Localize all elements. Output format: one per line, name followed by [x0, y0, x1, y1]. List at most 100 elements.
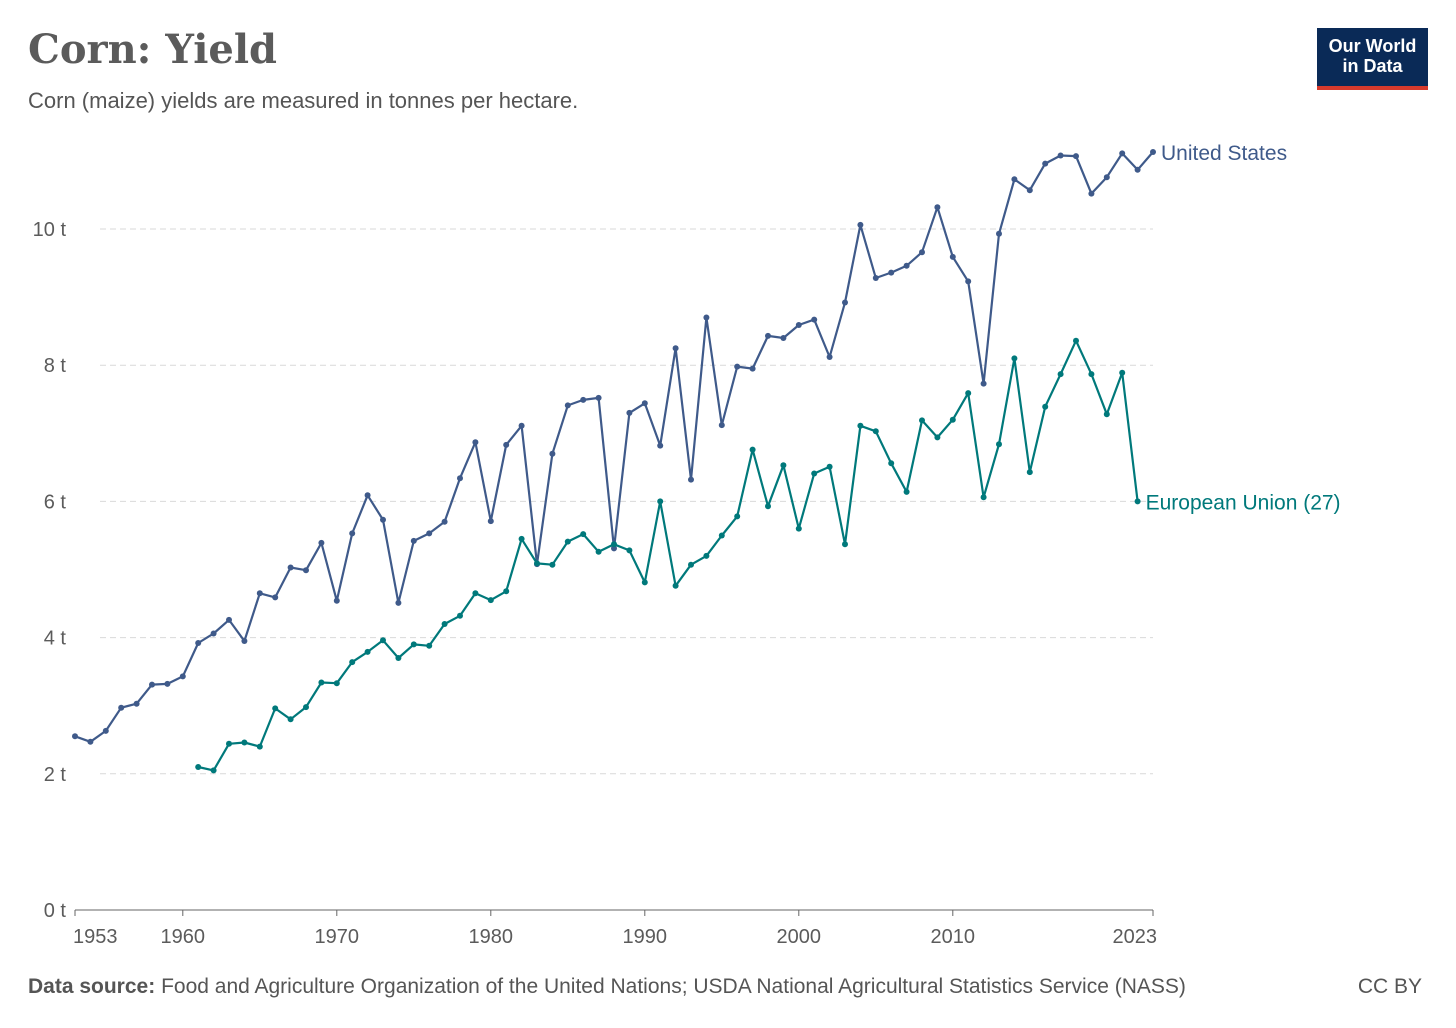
- data-point-united-states-1975: [410, 537, 417, 544]
- data-point-european-union-27-1974: [395, 655, 402, 661]
- data-point-united-states-1968: [303, 567, 309, 574]
- data-point-european-union-27-2007: [903, 488, 910, 495]
- data-point-united-states-1958: [149, 681, 155, 688]
- data-point-european-union-27-2018: [1073, 337, 1079, 344]
- data-point-european-union-27-2010: [949, 416, 956, 423]
- data-point-united-states-2012: [980, 380, 987, 387]
- data-point-united-states-1978: [457, 475, 463, 482]
- data-point-european-union-27-2011: [965, 390, 972, 397]
- data-point-united-states-1974: [395, 599, 402, 606]
- data-point-united-states-2001: [811, 316, 818, 323]
- data-source-footer: Data source: Food and Agriculture Organi…: [28, 975, 1186, 999]
- data-point-united-states-2006: [888, 269, 895, 276]
- license-link[interactable]: CC BY: [1357, 975, 1422, 998]
- data-point-european-union-27-1975: [410, 641, 417, 648]
- data-point-united-states-1964: [241, 638, 248, 644]
- x-tick-label-1970: 1970: [315, 926, 360, 948]
- owid-logo[interactable]: Our World in Data: [1317, 28, 1428, 90]
- data-point-united-states-2015: [1026, 187, 1033, 194]
- data-point-united-states-1990: [641, 400, 648, 407]
- data-point-european-union-27-1997: [749, 446, 756, 453]
- data-point-united-states-1999: [780, 335, 787, 341]
- data-point-united-states-2016: [1042, 160, 1049, 167]
- data-point-european-union-27-2022: [1134, 498, 1141, 505]
- data-point-united-states-1988: [611, 545, 617, 552]
- data-point-european-union-27-1996: [734, 513, 741, 520]
- data-point-united-states-2009: [934, 204, 941, 211]
- data-point-united-states-1992: [672, 345, 679, 352]
- data-point-united-states-2023: [1150, 149, 1156, 155]
- data-point-united-states-1996: [734, 363, 741, 370]
- data-point-european-union-27-1965: [256, 743, 263, 750]
- logo-line-1: Our World: [1328, 36, 1417, 56]
- data-point-united-states-1960: [179, 673, 186, 680]
- data-point-european-union-27-1968: [303, 704, 309, 711]
- data-point-european-union-27-1961: [195, 764, 202, 770]
- data-point-european-union-27-1999: [780, 462, 787, 469]
- data-point-united-states-2000: [795, 322, 802, 328]
- data-point-european-union-27-1989: [626, 547, 633, 554]
- data-point-european-union-27-2005: [872, 428, 879, 435]
- data-source-label: Data source:: [28, 975, 156, 998]
- data-point-united-states-2004: [857, 221, 864, 228]
- data-point-european-union-27-1991: [657, 498, 664, 505]
- data-point-european-union-27-1967: [287, 716, 294, 723]
- data-point-united-states-2022: [1134, 166, 1141, 173]
- x-tick-label-2010: 2010: [931, 926, 976, 948]
- data-point-united-states-1977: [441, 518, 448, 525]
- data-point-united-states-1993: [688, 476, 694, 483]
- data-point-united-states-1955: [102, 727, 109, 734]
- logo-accent-bar: [1317, 86, 1428, 90]
- data-point-european-union-27-2003: [842, 541, 848, 548]
- data-point-united-states-1989: [626, 409, 633, 416]
- series-label-united-states: United States: [1161, 142, 1287, 165]
- data-point-european-union-27-1990: [641, 579, 648, 586]
- data-point-european-union-27-2015: [1026, 469, 1033, 476]
- data-point-european-union-27-1992: [672, 582, 679, 589]
- data-point-united-states-1962: [210, 630, 217, 637]
- data-point-united-states-2013: [996, 230, 1002, 237]
- logo-line-2: in Data: [1342, 56, 1403, 76]
- data-point-united-states-2020: [1103, 174, 1110, 181]
- data-point-united-states-1991: [657, 442, 664, 449]
- data-point-united-states-1995: [718, 422, 725, 429]
- data-point-european-union-27-2000: [795, 525, 802, 532]
- data-point-european-union-27-1969: [318, 679, 325, 686]
- data-point-united-states-1971: [349, 530, 356, 537]
- data-point-european-union-27-2002: [826, 463, 833, 470]
- data-point-european-union-27-1979: [472, 590, 479, 597]
- x-tick-label-2000: 2000: [777, 926, 822, 948]
- x-tick-label-2023: 2023: [1113, 926, 1158, 948]
- data-point-united-states-2014: [1011, 176, 1018, 183]
- data-point-european-union-27-2014: [1011, 355, 1018, 362]
- y-tick-label-0: 0 t: [44, 900, 67, 922]
- data-point-united-states-2017: [1057, 152, 1064, 159]
- data-point-united-states-2011: [965, 278, 972, 285]
- data-point-united-states-1953: [72, 733, 78, 740]
- data-point-united-states-1981: [503, 441, 510, 448]
- y-tick-label-8: 8 t: [44, 355, 67, 377]
- chart-title: Corn: Yield: [28, 26, 278, 73]
- data-point-european-union-27-1976: [426, 642, 433, 649]
- data-point-european-union-27-1993: [688, 561, 694, 568]
- data-point-european-union-27-2020: [1103, 411, 1110, 418]
- data-point-united-states-2019: [1088, 190, 1095, 197]
- data-point-european-union-27-2012: [980, 494, 987, 501]
- data-point-european-union-27-1982: [518, 535, 525, 542]
- data-point-united-states-1997: [749, 365, 756, 372]
- data-point-united-states-1973: [380, 516, 386, 523]
- data-source-text[interactable]: Food and Agriculture Organization of the…: [161, 975, 1186, 998]
- data-point-european-union-27-1987: [595, 548, 602, 555]
- data-point-european-union-27-1972: [364, 648, 371, 655]
- data-point-european-union-27-1986: [580, 531, 587, 538]
- data-point-united-states-2018: [1073, 153, 1079, 160]
- series-line-united-states: [74, 151, 1154, 743]
- data-point-european-union-27-1983: [534, 560, 540, 567]
- data-point-united-states-1954: [87, 738, 94, 745]
- data-point-united-states-1965: [256, 590, 263, 597]
- data-point-european-union-27-1998: [765, 503, 771, 510]
- chart-subtitle: Corn (maize) yields are measured in tonn…: [28, 88, 579, 113]
- data-point-european-union-27-1995: [718, 532, 725, 539]
- series-label-european-union-27: European Union (27): [1146, 491, 1341, 514]
- data-point-european-union-27-1962: [210, 767, 217, 774]
